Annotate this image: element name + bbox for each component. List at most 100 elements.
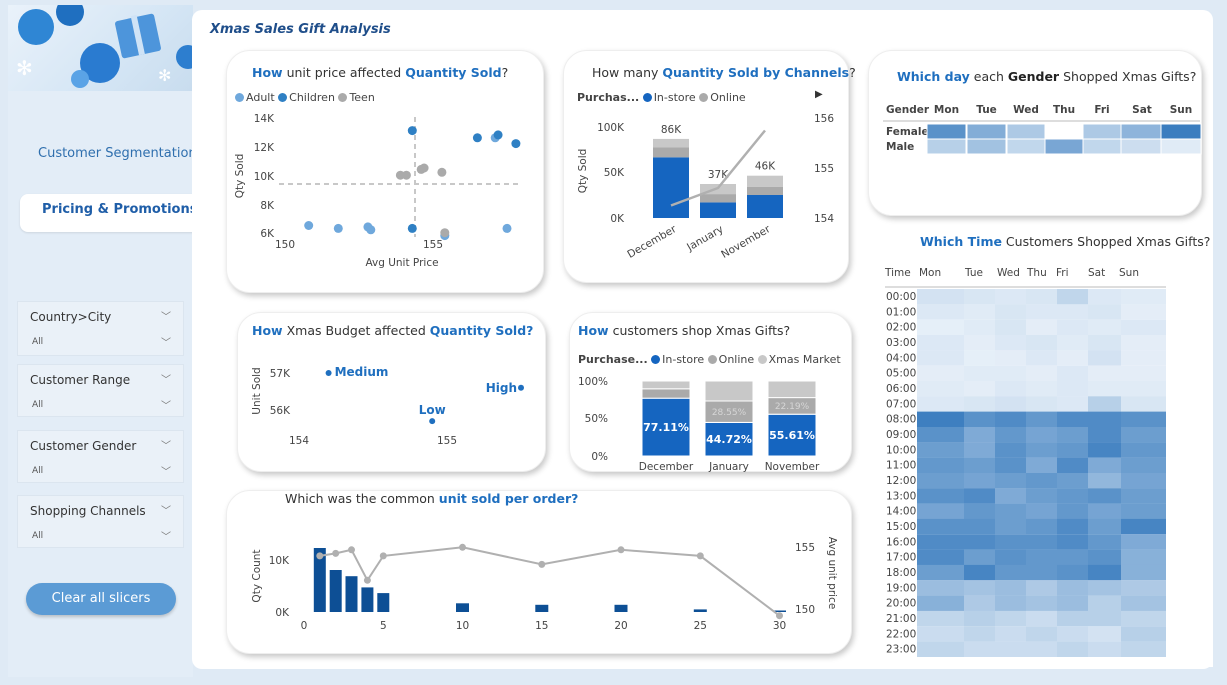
heatmap-cell (917, 319, 964, 336)
heatmap-cell (1121, 335, 1166, 351)
heatmap-cell (1121, 381, 1166, 397)
heatmap-cell (1121, 411, 1166, 427)
heatmap-cell (995, 503, 1026, 519)
heatmap-cell (1026, 289, 1057, 305)
nav-pricing-promotions[interactable]: Pricing & Promotions (20, 194, 200, 232)
x-tick: 150 (275, 239, 295, 251)
heatmap-cell (1088, 626, 1121, 642)
heatmap-cell (917, 488, 964, 504)
play-icon[interactable]: ▶ (815, 89, 823, 100)
heatmap-cell (1121, 457, 1166, 473)
heatmap-cell (1026, 488, 1057, 504)
heatmap-cell (1057, 580, 1088, 596)
heatmap-header: Thu (1053, 104, 1075, 116)
bar-segment-online (653, 147, 689, 158)
chevron-down-icon[interactable]: ﹀ (161, 338, 171, 349)
heatmap-cell (995, 335, 1026, 351)
budget-point-label: Medium (335, 365, 389, 379)
slicer-customer-gender[interactable]: Customer Gender ﹀ All ﹀ (17, 430, 184, 483)
heatmap-cell (926, 123, 967, 140)
price-point (348, 546, 355, 554)
y-tick: 12K (254, 142, 275, 154)
slicer-title: Shopping Channels (30, 504, 146, 518)
y-tick: 0K (275, 607, 290, 619)
slicer-customer-range[interactable]: Customer Range ﹀ All ﹀ (17, 364, 184, 417)
qty-bar (329, 570, 342, 612)
heatmap-header: Thu (1026, 267, 1047, 279)
nav-customer-segmentation[interactable]: Customer Segmentation (38, 146, 197, 161)
heatmap-cell (1121, 319, 1166, 336)
price-point (363, 576, 371, 584)
heatmap-cell (1121, 518, 1166, 535)
x-axis-label: Avg Unit Price (365, 257, 438, 269)
scatter-point-adult (304, 221, 314, 230)
heatmap-cell (1026, 626, 1057, 642)
heatmap-cell (917, 503, 964, 519)
heatmap-cell (995, 610, 1026, 627)
shop-stacked-bar: 100% 50% 0% 77.11% December 44.72% 28.55% Ja… (578, 376, 820, 473)
heatmap-cell (1026, 319, 1057, 336)
heatmap-cell (1057, 503, 1088, 519)
y2-tick: 156 (814, 113, 834, 125)
clear-all-slicers-button[interactable]: Clear all slicers (26, 583, 176, 615)
heatmap-cell (1026, 396, 1057, 412)
heatmap-cell (995, 457, 1026, 473)
price-point (617, 546, 625, 554)
title-part: Which was the common (285, 491, 439, 506)
heatmap-cell (917, 595, 964, 611)
scatter-point-teen (419, 163, 429, 173)
slicer-value: All (32, 400, 44, 410)
budget-point (518, 384, 524, 391)
chart-title: Which was the common unit sold per order… (285, 491, 578, 506)
heatmap-cell (1121, 595, 1166, 611)
scatter-point-children (472, 133, 482, 143)
legend-label: In-store (662, 353, 705, 366)
time-row-label: 09:00 (886, 429, 916, 441)
chevron-down-icon[interactable]: ﹀ (161, 532, 171, 543)
legend: Purchase... In-store Online Xmas Market (578, 353, 841, 366)
y-tick: 56K (270, 405, 291, 417)
heatmap-cell (1006, 138, 1046, 155)
heatmap-cell (1026, 549, 1057, 565)
chevron-down-icon[interactable]: ﹀ (161, 401, 171, 412)
heatmap-cell (1057, 534, 1088, 550)
heatmap-cell (1121, 488, 1166, 504)
channels-combo-chart: 100K 50K 0K 156 155 154 Qty Sold 86K Dece… (577, 113, 834, 261)
heatmap-cell (964, 442, 995, 458)
heatmap-cell (1088, 564, 1121, 581)
scatter-point-children (407, 223, 417, 233)
x-tick: January (708, 461, 749, 473)
price-line (319, 546, 781, 617)
scatter-point-children (511, 139, 521, 149)
chevron-down-icon[interactable]: ﹀ (161, 467, 171, 478)
chevron-down-icon[interactable]: ﹀ (161, 441, 171, 452)
legend-dot-online (699, 93, 709, 102)
slicer-shopping-channels[interactable]: Shopping Channels ﹀ All ﹀ (17, 495, 184, 548)
slicer-country-city[interactable]: Country>City ﹀ All ﹀ (17, 301, 184, 356)
chevron-down-icon[interactable]: ﹀ (161, 375, 171, 386)
heatmap-cell (964, 534, 995, 550)
legend-dot-adult (235, 93, 244, 102)
scatter-point-adult (366, 225, 376, 235)
scatter-point-adult (333, 223, 343, 233)
legend-title: Purchas... (577, 91, 640, 104)
heatmap-cell (1057, 319, 1088, 336)
heatmap-cell (1057, 488, 1088, 504)
heatmap-cell (1026, 534, 1057, 550)
slicer-value: All (32, 531, 44, 541)
heatmap-cell (1026, 304, 1057, 320)
bar-segment-in-store (700, 202, 736, 218)
heatmap-cell (1057, 381, 1088, 397)
heatmap-cell (1088, 396, 1121, 412)
title-part: How (252, 323, 283, 338)
scatter-point-children (407, 126, 417, 136)
x-tick: December (625, 223, 679, 261)
heatmap-cell (995, 534, 1026, 550)
chevron-down-icon[interactable]: ﹀ (161, 506, 171, 517)
chart-title: Which Time Customers Shopped Xmas Gifts? (920, 234, 1210, 249)
chevron-down-icon[interactable]: ﹀ (161, 312, 171, 323)
heatmap-cell (1088, 319, 1121, 336)
heatmap-cell (1057, 335, 1088, 351)
heatmap-cell (1088, 580, 1121, 596)
svg-text:✻: ✻ (16, 56, 33, 80)
